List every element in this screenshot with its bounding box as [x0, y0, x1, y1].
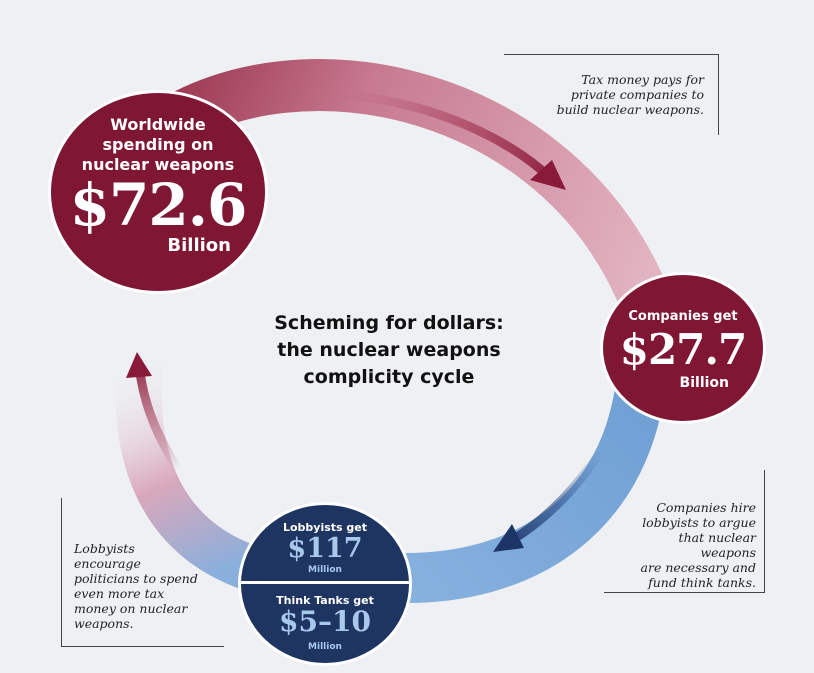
- companies-amount: $27.7: [619, 325, 748, 374]
- lobbyists-label: Lobbyists get: [282, 521, 368, 534]
- think-tanks-amount: $5–10: [279, 605, 371, 638]
- arrow-top-head: [530, 160, 566, 190]
- arrow-right: [509, 449, 604, 544]
- companies-node: Companies get $27.7 Billion: [600, 272, 766, 424]
- band-top: [134, 59, 671, 326]
- arrow-top: [339, 90, 552, 180]
- note-bracket-lobbyists: [61, 498, 224, 647]
- arrow-right-head: [493, 524, 524, 552]
- worldwide-spending-amount: $72.6: [69, 171, 248, 239]
- companies-label: Companies get: [628, 309, 738, 324]
- band-right: [399, 385, 665, 604]
- worldwide-spending-label: Worldwide spending on nuclear weapons: [81, 115, 235, 174]
- band-left: [115, 357, 259, 590]
- companies-unit: Billion: [679, 375, 729, 391]
- think-tanks-label: Think Tanks get: [276, 594, 374, 607]
- lobbyists-thinktanks-node: Lobbyists get $117 Million Think Tanks g…: [238, 502, 412, 666]
- note-tax-money: Tax money pays for private companies to …: [556, 72, 704, 117]
- note-companies-hire: Companies hire lobbyists to argue that n…: [640, 500, 756, 590]
- note-bracket-companies: [604, 470, 765, 593]
- worldwide-spending-node: Worldwide spending on nuclear weapons $7…: [48, 90, 268, 294]
- think-tanks-unit: Million: [308, 642, 342, 652]
- note-bracket-tax: [504, 54, 719, 135]
- node-divider: [241, 581, 409, 584]
- lobbyists-amount: $117: [287, 533, 363, 564]
- note-lobbyists-encourage: Lobbyists encourage politicians to spend…: [74, 541, 198, 631]
- diagram-title: Scheming for dollars: the nuclear weapon…: [274, 312, 504, 388]
- lobbyists-unit: Million: [308, 565, 342, 575]
- arrow-left-head: [126, 352, 152, 378]
- worldwide-spending-unit: Billion: [167, 235, 231, 256]
- arrow-left: [135, 371, 182, 473]
